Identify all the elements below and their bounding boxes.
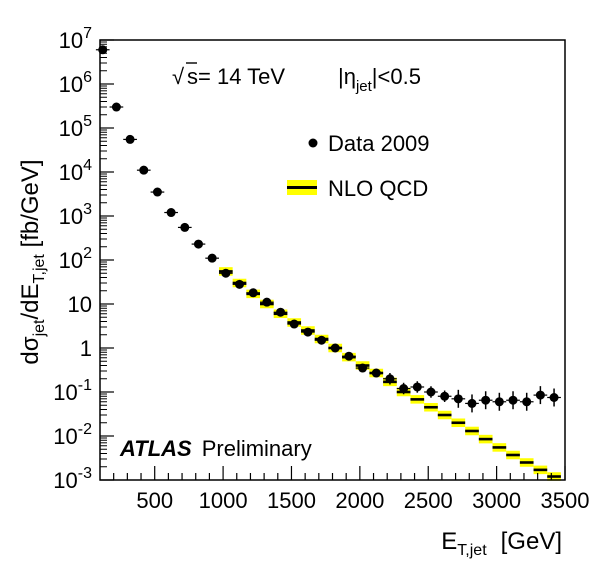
y-tick-label: 106 — [59, 69, 92, 97]
data-point — [139, 165, 149, 175]
data-point — [180, 222, 190, 232]
data-point — [207, 253, 217, 263]
preliminary-label: Preliminary — [202, 436, 312, 461]
data-point — [317, 335, 327, 345]
legend-data-marker — [308, 138, 318, 148]
y-tick-label: 10 — [68, 292, 92, 317]
x-tick-label: 3000 — [472, 488, 521, 513]
legend-nlo-label: NLO QCD — [328, 176, 428, 201]
data-point — [467, 398, 477, 408]
data-point — [235, 279, 244, 289]
atlas-label: ATLAS — [119, 436, 192, 461]
x-axis-label-sub: T,jet — [457, 542, 487, 559]
legend-data-label: Data 2009 — [328, 131, 430, 156]
data-point — [481, 395, 491, 405]
data-point — [453, 394, 463, 404]
y-axis-ticks: 10-3 10-2 10-1 1 10 102 103 104 105 106 107 — [53, 25, 114, 493]
x-axis-label-main: E — [441, 528, 457, 555]
data-point — [440, 391, 450, 401]
x-tick-label: 1500 — [267, 488, 316, 513]
data-point — [262, 297, 272, 307]
data-point — [385, 374, 395, 384]
energy-annotation: √ s= 14 TeV — [172, 62, 285, 89]
x-tick-label: 3500 — [541, 488, 590, 513]
data-point — [111, 102, 121, 112]
data-point — [371, 368, 381, 378]
data-point — [412, 382, 422, 392]
data-point — [152, 187, 162, 197]
eta-cut-annotation: |ηjet|<0.5 — [338, 64, 421, 95]
x-tick-label: 500 — [136, 488, 173, 513]
legend: Data 2009 NLO QCD — [287, 131, 430, 201]
data-point — [289, 319, 299, 329]
data-point — [276, 307, 286, 317]
data-point — [522, 397, 532, 407]
data-point — [508, 395, 518, 405]
y-tick-label: 10-1 — [53, 377, 92, 405]
x-tick-label: 2500 — [404, 488, 453, 513]
y-tick-label: 1 — [80, 336, 92, 361]
data-point — [494, 397, 504, 407]
y-tick-label: 107 — [59, 25, 92, 53]
legend-entry-nlo: NLO QCD — [287, 176, 428, 201]
x-axis-label-unit: [GeV] — [501, 528, 562, 555]
sqrt-symbol: √ — [172, 64, 185, 89]
y-tick-label: 104 — [59, 157, 92, 185]
data-point — [303, 327, 313, 337]
data-point — [330, 343, 340, 353]
x-tick-label: 2000 — [335, 488, 384, 513]
x-tick-label: 1000 — [199, 488, 248, 513]
y-tick-label: 103 — [59, 201, 92, 229]
energy-text: s= 14 TeV — [187, 64, 285, 89]
data-point — [166, 208, 176, 218]
data-point — [358, 363, 368, 373]
x-axis-ticks: 500 1000 1500 2000 2500 3000 3500 — [113, 466, 590, 513]
experiment-label: ATLAS Preliminary — [119, 436, 312, 461]
y-tick-label: 10-3 — [53, 465, 92, 493]
data-point — [248, 288, 258, 298]
data-point — [535, 390, 545, 400]
y-tick-label: 102 — [59, 245, 92, 273]
data-point — [549, 392, 559, 402]
x-axis-label: ET,jet [GeV] — [441, 528, 562, 559]
y-tick-label: 105 — [59, 113, 92, 141]
data-point — [125, 134, 135, 144]
data-point — [193, 239, 203, 249]
y-tick-label: 10-2 — [53, 421, 92, 449]
data-point — [426, 387, 436, 397]
legend-entry-data: Data 2009 — [308, 131, 430, 156]
data-point — [344, 351, 354, 361]
data-point — [221, 268, 231, 278]
data-point — [399, 384, 409, 394]
y-axis-label: dσjet/dET,jet [fb/GeV] — [17, 159, 48, 364]
